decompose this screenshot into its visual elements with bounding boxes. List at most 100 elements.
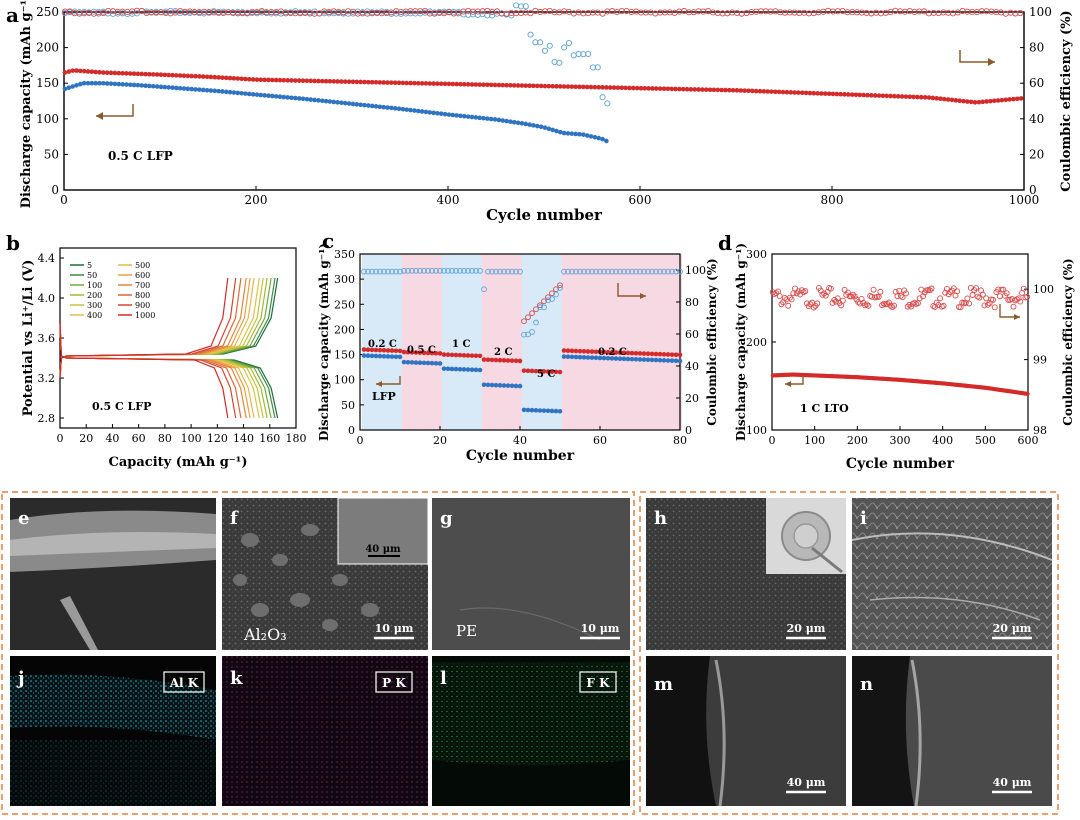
arrow-head-right-c bbox=[640, 293, 646, 299]
data-point-c bbox=[657, 268, 663, 275]
data-point-a bbox=[143, 71, 148, 77]
data-point-c bbox=[545, 408, 551, 414]
x-tick-label-a: 200 bbox=[245, 193, 268, 207]
arrow-right-c bbox=[617, 283, 646, 297]
data-point-d bbox=[1005, 296, 1012, 303]
data-point-a bbox=[131, 71, 137, 76]
data-point-c bbox=[557, 285, 563, 291]
data-point-a bbox=[799, 90, 805, 96]
data-point-c bbox=[597, 355, 603, 361]
data-point-d bbox=[914, 300, 921, 307]
data-point-a bbox=[765, 89, 770, 94]
data-point-a bbox=[627, 85, 632, 91]
data-point-c bbox=[585, 268, 591, 275]
data-point-c bbox=[373, 347, 379, 353]
data-point-c bbox=[621, 350, 627, 356]
data-point-d bbox=[981, 302, 988, 309]
data-point-c bbox=[661, 358, 667, 363]
data-point-c bbox=[641, 351, 647, 356]
data-point-a bbox=[815, 91, 820, 96]
data-point-a bbox=[270, 93, 275, 99]
rate-label-c: 0.5 C bbox=[407, 345, 436, 356]
arrow-left-c bbox=[376, 376, 401, 385]
element-label-j: Al K bbox=[169, 676, 199, 690]
data-point-c bbox=[477, 367, 483, 373]
legend-label-b: 800 bbox=[135, 291, 150, 300]
data-point-a bbox=[918, 94, 924, 100]
data-point-a bbox=[496, 82, 502, 88]
data-point-a bbox=[934, 96, 939, 101]
data-point-a bbox=[243, 76, 248, 82]
data-point-c bbox=[469, 353, 475, 358]
data-point-a bbox=[485, 116, 490, 121]
data-point-c bbox=[481, 382, 487, 388]
data-point-a bbox=[600, 85, 605, 90]
data-point-c bbox=[549, 408, 555, 414]
element-label-k: P K bbox=[382, 676, 406, 690]
data-point-c bbox=[497, 268, 503, 275]
legend-label-b: 1000 bbox=[135, 311, 155, 320]
data-point-d bbox=[991, 304, 998, 311]
micrograph-i: i 20 μm bbox=[851, 498, 1053, 650]
data-point-c bbox=[645, 351, 651, 357]
data-point-d bbox=[986, 300, 993, 307]
data-point-a bbox=[473, 115, 479, 120]
data-point-a bbox=[895, 94, 901, 99]
x-tick-label-c: 80 bbox=[673, 434, 687, 447]
data-point-c bbox=[553, 286, 559, 293]
data-point-a bbox=[373, 104, 379, 109]
data-point-c bbox=[661, 268, 667, 275]
data-point-a bbox=[231, 90, 237, 95]
data-point-a bbox=[319, 98, 325, 104]
data-point-c bbox=[637, 357, 643, 362]
data-point-a bbox=[131, 82, 137, 88]
data-point-c bbox=[645, 357, 651, 363]
data-point-a bbox=[734, 88, 740, 93]
data-point-c bbox=[477, 353, 483, 359]
data-point-a bbox=[208, 88, 214, 93]
data-point-a bbox=[469, 114, 475, 120]
data-point-c bbox=[665, 268, 671, 275]
data-point-c bbox=[417, 350, 423, 355]
data-point-c bbox=[401, 267, 407, 274]
data-point-c bbox=[505, 268, 511, 275]
data-point-c bbox=[465, 367, 471, 372]
data-point-c bbox=[577, 268, 583, 275]
y-tick-label-a: 0 bbox=[51, 183, 59, 197]
data-point-a bbox=[101, 80, 106, 86]
data-point-a bbox=[421, 7, 429, 14]
y2-tick-label-d: 99 bbox=[1033, 354, 1047, 367]
data-point-d bbox=[802, 288, 809, 295]
data-point-a bbox=[270, 77, 275, 83]
data-point-a bbox=[869, 93, 874, 98]
data-point-a bbox=[193, 73, 198, 79]
data-point-a bbox=[669, 86, 674, 92]
data-point-c bbox=[473, 353, 479, 359]
data-point-a bbox=[742, 88, 747, 93]
data-point-c bbox=[529, 310, 535, 317]
data-point-a bbox=[677, 86, 682, 92]
data-point-a bbox=[968, 99, 974, 105]
data-point-c bbox=[573, 354, 579, 360]
data-point-d bbox=[920, 293, 926, 300]
micrograph-g: g PE 10 μm bbox=[432, 498, 630, 650]
data-point-a bbox=[558, 129, 563, 135]
data-point-d bbox=[1015, 295, 1022, 302]
data-point-c bbox=[589, 268, 595, 275]
panel-b-chart: b 0 20 40 60 80 100 120 140 160 180 2.8 3.2 3.6 4.0 4.… bbox=[6, 231, 307, 470]
data-point-a bbox=[565, 131, 571, 136]
data-point-c bbox=[409, 267, 415, 274]
data-point-c bbox=[501, 383, 507, 388]
data-point-a bbox=[258, 77, 264, 83]
panel-a-chart: a 0 200 400 600 800 1000050100150200250020406… bbox=[6, 0, 1074, 224]
data-point-c bbox=[369, 268, 375, 275]
data-point-c bbox=[493, 268, 499, 275]
x-tick-label-b: 180 bbox=[286, 432, 307, 445]
data-point-a bbox=[412, 108, 417, 113]
data-point-d bbox=[786, 294, 793, 301]
axis-label-c-y2: Coulombic efficiency (%) bbox=[705, 258, 719, 425]
data-point-a bbox=[431, 110, 436, 116]
axis-label-d-y2: Coulombic efficiency (%) bbox=[1061, 258, 1075, 425]
data-point-d bbox=[950, 285, 957, 292]
data-point-a bbox=[66, 69, 72, 74]
